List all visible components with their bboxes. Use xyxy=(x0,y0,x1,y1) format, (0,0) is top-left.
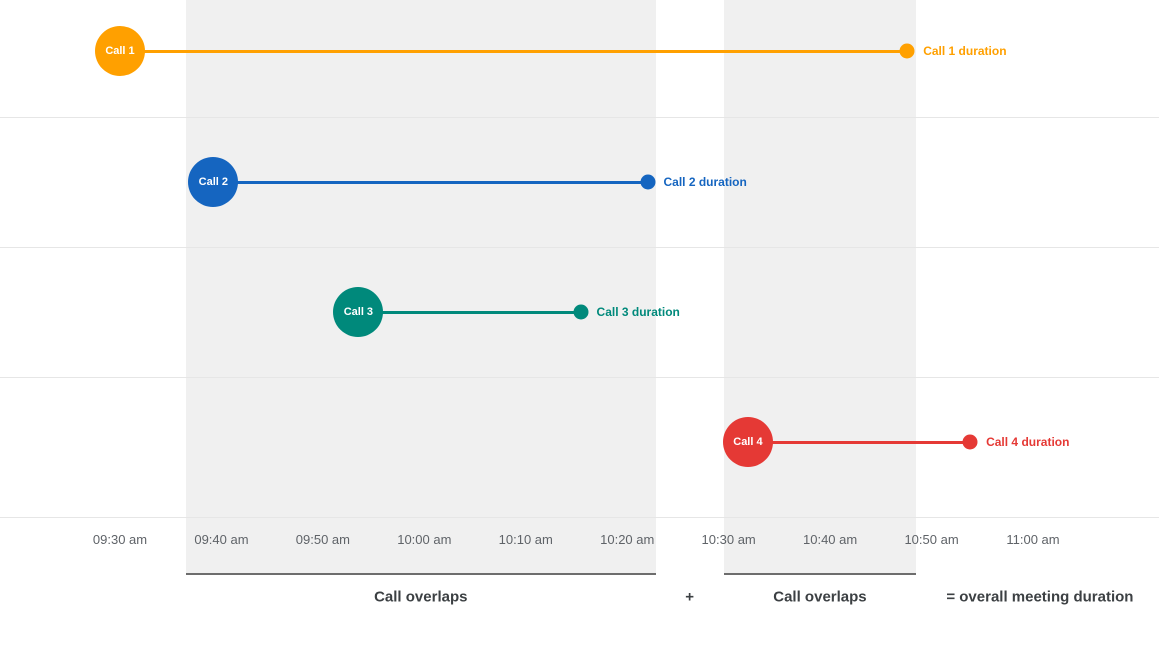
call-end-marker xyxy=(899,43,915,59)
gridline xyxy=(0,117,1159,118)
call-overlap-band xyxy=(723,0,917,575)
gridline xyxy=(0,517,1159,518)
call-duration-line xyxy=(120,49,908,53)
call-duration-label: Call 3 duration xyxy=(596,305,680,319)
overlap-band-caption: Call overlaps xyxy=(773,588,867,606)
x-axis-tick-label: 09:40 am xyxy=(194,532,249,547)
call-overlap-band xyxy=(185,0,656,575)
call-start-marker: Call 2 xyxy=(188,157,239,207)
x-axis-tick-label: 10:20 am xyxy=(600,532,655,547)
call-duration-line xyxy=(747,440,971,444)
call-end-marker xyxy=(573,304,589,320)
overlap-band-caption: Call overlaps xyxy=(374,588,468,606)
x-axis-tick-label: 10:40 am xyxy=(803,532,858,547)
call-start-marker: Call 4 xyxy=(722,417,773,467)
overall-duration-caption: = overall meeting duration xyxy=(946,588,1134,606)
x-axis-tick-label: 09:50 am xyxy=(295,532,350,547)
call-start-marker: Call 3 xyxy=(333,287,384,337)
plus-sign: + xyxy=(685,588,694,606)
gridline xyxy=(0,247,1159,248)
x-axis-tick-label: 09:30 am xyxy=(92,532,148,547)
call-duration-label: Call 1 duration xyxy=(923,44,1007,58)
gridline xyxy=(0,377,1159,378)
call-end-marker xyxy=(962,434,978,450)
call-start-marker: Call 1 xyxy=(95,26,145,76)
call-duration-line xyxy=(213,180,648,184)
call-duration-label: Call 4 duration xyxy=(986,435,1070,449)
x-axis-tick-label: 10:10 am xyxy=(498,532,553,547)
x-axis-tick-label: 11:00 am xyxy=(1006,532,1060,547)
call-duration-label: Call 2 duration xyxy=(663,175,747,189)
x-axis-tick-label: 10:30 am xyxy=(701,532,756,547)
call-end-marker xyxy=(640,174,655,190)
x-axis-tick-label: 10:50 am xyxy=(904,532,959,547)
x-axis-tick-label: 10:00 am xyxy=(397,532,452,547)
call-duration-line xyxy=(358,310,581,314)
